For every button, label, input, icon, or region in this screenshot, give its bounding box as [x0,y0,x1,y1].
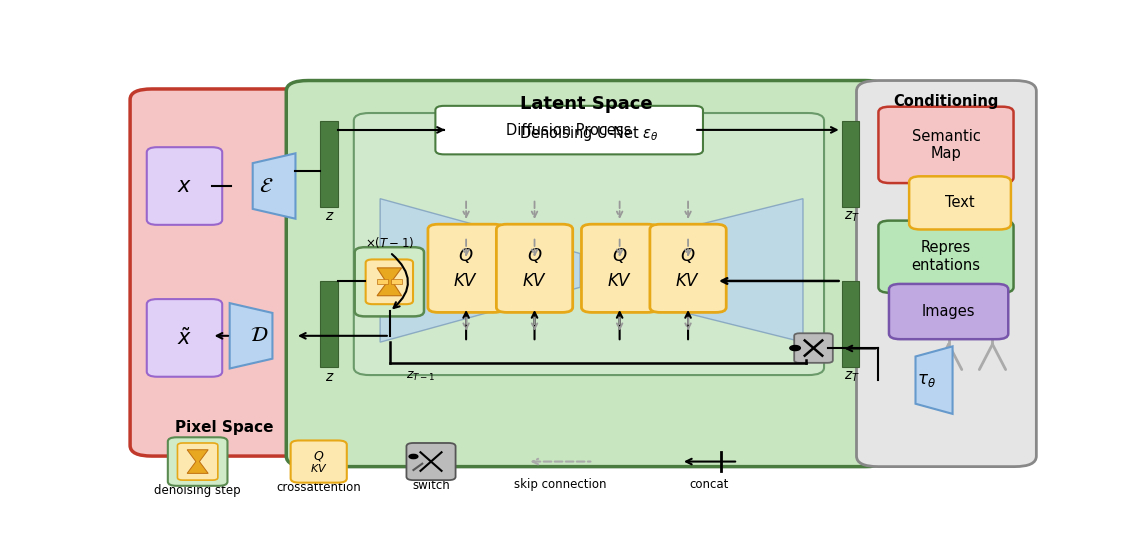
Text: $x$: $x$ [177,176,192,196]
Bar [377,279,387,284]
FancyBboxPatch shape [857,81,1037,467]
FancyBboxPatch shape [286,81,887,467]
Text: Pixel Space: Pixel Space [175,420,274,435]
FancyBboxPatch shape [354,247,424,316]
Text: $\mathcal{E}$: $\mathcal{E}$ [258,176,273,196]
Circle shape [409,454,418,459]
FancyBboxPatch shape [428,224,504,312]
FancyBboxPatch shape [406,443,455,480]
FancyBboxPatch shape [889,284,1009,339]
Polygon shape [377,268,402,296]
FancyBboxPatch shape [909,176,1011,230]
FancyBboxPatch shape [168,437,228,486]
FancyBboxPatch shape [436,106,703,155]
Polygon shape [252,153,295,219]
FancyBboxPatch shape [496,224,573,312]
Text: crossattention: crossattention [276,481,361,494]
Text: $z_{T-1}$: $z_{T-1}$ [406,369,436,383]
Text: switch: switch [412,479,449,492]
Text: $KV$: $KV$ [310,463,327,475]
Polygon shape [187,450,208,473]
FancyBboxPatch shape [366,259,413,304]
FancyBboxPatch shape [291,441,346,483]
Text: $z_T$: $z_T$ [844,209,860,224]
FancyBboxPatch shape [130,89,319,456]
Text: $KV$: $KV$ [676,273,701,290]
Text: $\mathcal{D}$: $\mathcal{D}$ [250,326,268,345]
Text: $z$: $z$ [325,369,335,384]
FancyBboxPatch shape [650,224,727,312]
FancyBboxPatch shape [795,333,833,363]
Text: $Q$: $Q$ [680,246,696,265]
FancyBboxPatch shape [878,221,1013,293]
Text: Latent Space: Latent Space [521,95,653,113]
Circle shape [790,346,800,351]
FancyBboxPatch shape [147,147,222,225]
Text: $Q$: $Q$ [612,246,627,265]
Text: $z_T$: $z_T$ [844,369,860,384]
Text: denoising step: denoising step [154,484,241,496]
Text: $KV$: $KV$ [522,273,547,290]
FancyBboxPatch shape [354,113,824,375]
Text: Images: Images [921,304,976,319]
Text: $KV$: $KV$ [607,273,633,290]
Text: Denoising U-Net $\epsilon_\theta$: Denoising U-Net $\epsilon_\theta$ [520,124,659,143]
Bar [841,281,859,368]
Text: concat: concat [689,478,729,490]
Text: Diffusion Process: Diffusion Process [506,123,632,138]
Text: $\tilde{x}$: $\tilde{x}$ [177,327,192,349]
FancyBboxPatch shape [147,299,222,376]
Text: Repres
entations: Repres entations [911,241,980,273]
Text: $Q$: $Q$ [526,246,542,265]
Text: $Q$: $Q$ [458,246,474,265]
Text: Conditioning: Conditioning [894,94,1000,110]
Polygon shape [380,199,581,342]
Text: skip connection: skip connection [514,478,607,490]
Polygon shape [583,199,803,342]
FancyBboxPatch shape [878,107,1013,183]
Bar [320,121,338,207]
FancyBboxPatch shape [582,224,658,312]
FancyBboxPatch shape [178,443,217,480]
Text: $\times(T-1)$: $\times(T-1)$ [365,235,414,250]
Polygon shape [916,346,952,414]
Text: $z$: $z$ [325,209,335,223]
Text: $Q$: $Q$ [314,449,325,464]
Bar [841,121,859,207]
Text: $KV$: $KV$ [454,273,479,290]
Text: Semantic
Map: Semantic Map [911,129,980,161]
Bar [391,279,402,284]
Text: Text: Text [945,196,975,210]
Text: $\tau_{\theta}$: $\tau_{\theta}$ [917,372,936,389]
Bar [320,281,338,368]
Polygon shape [230,303,273,368]
